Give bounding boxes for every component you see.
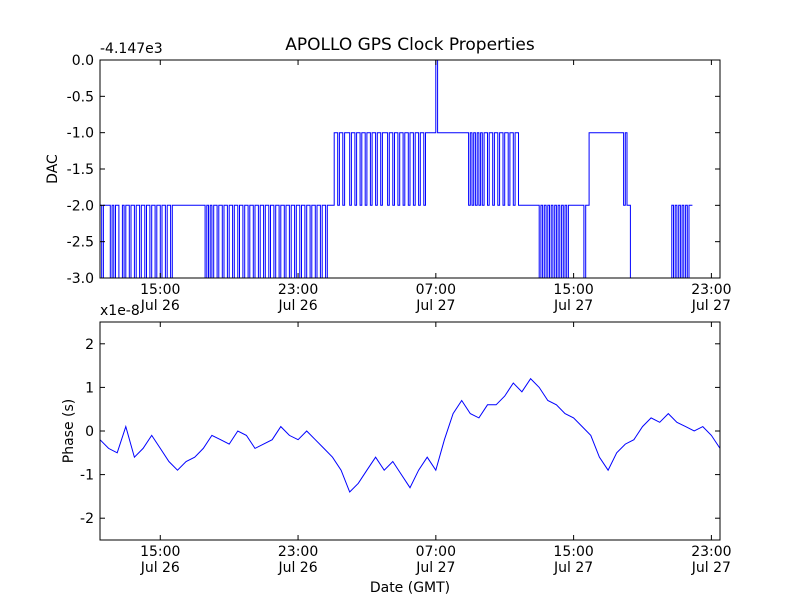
x-tick-date-label: Jul 27 <box>691 560 731 576</box>
y-axis-label: Phase (s) <box>61 399 77 463</box>
dac-series-line <box>100 60 693 278</box>
x-tick-time-label: 23:00 <box>691 544 731 560</box>
y-tick-label: 0.0 <box>72 53 94 69</box>
x-tick-date-label: Jul 26 <box>140 298 180 314</box>
y-tick-label: -3.0 <box>67 271 94 287</box>
axis-offset-label: x1e-8 <box>100 303 140 319</box>
y-tick-label: 0 <box>85 424 94 440</box>
y-tick-label: -1 <box>80 468 94 484</box>
y-tick-label: -2.0 <box>67 198 94 214</box>
x-tick-time-label: 15:00 <box>140 544 180 560</box>
x-tick-date-label: Jul 26 <box>277 560 317 576</box>
y-axis-label: DAC <box>45 154 61 184</box>
y-tick-label: -0.5 <box>67 89 94 105</box>
phase-series-line <box>100 377 720 493</box>
y-tick-label: -1.5 <box>67 162 94 178</box>
x-axis-label: Date (GMT) <box>370 580 450 596</box>
y-tick-label: -1.0 <box>67 126 94 142</box>
axis-offset-label: -4.147e3 <box>100 41 163 57</box>
x-tick-date-label: Jul 26 <box>277 298 317 314</box>
y-tick-label: 2 <box>85 337 94 353</box>
x-tick-time-label: 23:00 <box>278 282 318 298</box>
x-tick-date-label: Jul 27 <box>553 560 593 576</box>
y-tick-label: 1 <box>85 380 94 396</box>
x-tick-time-label: 15:00 <box>140 282 180 298</box>
x-tick-date-label: Jul 27 <box>553 298 593 314</box>
x-tick-date-label: Jul 26 <box>140 560 180 576</box>
chart-title: APOLLO GPS Clock Properties <box>285 35 535 55</box>
x-tick-time-label: 07:00 <box>416 282 456 298</box>
x-tick-time-label: 23:00 <box>691 282 731 298</box>
y-tick-label: -2 <box>80 511 94 527</box>
x-tick-date-label: Jul 27 <box>415 560 455 576</box>
x-tick-time-label: 23:00 <box>278 544 318 560</box>
x-tick-time-label: 15:00 <box>553 282 593 298</box>
x-tick-time-label: 15:00 <box>553 544 593 560</box>
y-tick-label: -2.5 <box>67 235 94 251</box>
x-tick-time-label: 07:00 <box>416 544 456 560</box>
x-tick-date-label: Jul 27 <box>415 298 455 314</box>
x-tick-date-label: Jul 27 <box>691 298 731 314</box>
